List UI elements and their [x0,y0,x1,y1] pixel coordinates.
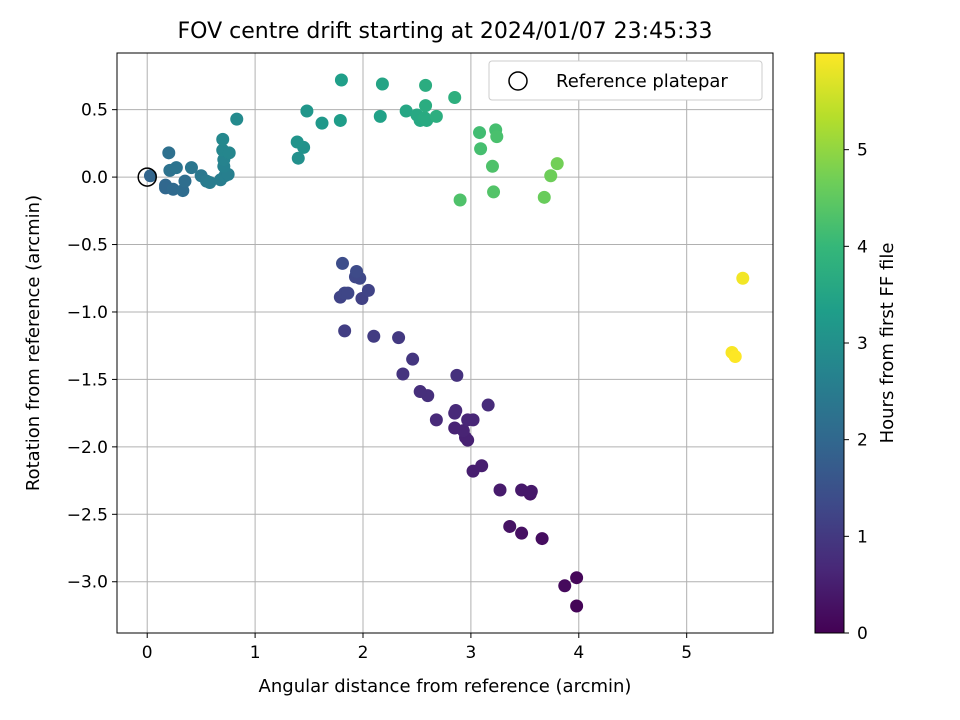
colorbar-tick-label: 2 [857,431,868,451]
y-tick-label: −2.0 [67,438,108,458]
data-point [367,329,381,343]
data-point [728,349,742,363]
y-tick-label: 0.5 [81,101,108,121]
colorbar-ticks: 0 1 2 3 4 5 [844,141,868,644]
data-point [448,421,462,435]
data-point [169,161,183,175]
data-point [315,116,329,130]
x-tick-label: 2 [358,643,369,663]
data-point [570,599,584,613]
data-point [485,159,499,173]
data-point [429,109,443,123]
data-point [336,256,349,270]
grid-lines [117,53,773,633]
data-point [503,519,517,533]
data-point [544,169,558,183]
data-point [420,113,434,127]
data-point [166,182,180,196]
data-point [473,126,487,140]
data-point [143,169,157,183]
data-point [291,151,305,165]
data-points [143,73,750,613]
data-point [550,157,564,171]
y-tick-label: 0.0 [81,168,108,188]
data-point [570,571,584,585]
data-point [490,130,504,144]
data-point [341,286,355,300]
data-point [450,368,464,382]
data-point [333,113,347,127]
data-point [216,132,230,146]
x-tick-label: 5 [681,643,692,663]
data-point [399,104,413,118]
x-axis-ticks: 0 1 2 3 4 5 [142,633,692,663]
y-tick-label: −2.5 [67,505,108,525]
reference-platepar-marker [137,167,157,187]
x-axis-label: Angular distance from reference (arcmin) [259,676,632,697]
y-tick-label: −1.5 [67,370,108,390]
data-point [419,99,433,113]
data-point [474,142,488,156]
colorbar-tick-label: 0 [857,624,868,644]
data-point [350,265,364,279]
data-point [392,331,406,345]
data-point [449,403,463,417]
data-point [493,483,507,497]
data-point [373,109,387,123]
data-point [524,484,538,498]
data-point [487,185,501,199]
colorbar-label: Hours from first FF file [877,243,898,444]
data-point [515,483,529,497]
data-point [338,324,352,338]
x-tick-label: 4 [573,643,584,663]
y-tick-label: −1.0 [67,303,108,323]
colorbar-tick-label: 1 [857,527,868,547]
data-point [361,283,375,297]
data-point [178,174,192,188]
data-point [203,175,217,189]
y-tick-label: −0.5 [67,236,108,256]
data-point [419,78,433,92]
data-point [429,413,443,427]
data-point [466,464,480,478]
data-point [413,385,427,399]
data-point [162,146,176,160]
data-point [448,91,462,105]
legend-entry-label: Reference platepar [556,71,728,92]
data-point [396,367,410,381]
data-point [334,73,348,87]
data-point [558,579,572,593]
legend: Reference platepar [488,60,763,101]
data-point [184,161,198,175]
data-point [481,398,495,412]
data-point [300,104,314,118]
plot-frame [116,52,774,634]
chart-title: FOV centre drift starting at 2024/01/07 … [178,19,713,44]
data-point [515,526,529,540]
colorbar-tick-label: 4 [857,237,868,257]
data-point [466,413,480,427]
legend-open-circle-icon [508,71,528,91]
x-tick-label: 0 [142,643,153,663]
data-point [222,146,236,160]
legend-box [488,60,763,101]
colorbar-tick-label: 3 [857,334,868,354]
colorbar [814,52,845,634]
data-point [736,271,750,285]
data-point [537,190,551,204]
y-axis-ticks: −3.0 −2.5 −2.0 −1.5 −1.0 −0.5 0.0 0.5 [67,101,117,593]
data-point [453,193,467,207]
x-tick-label: 1 [250,643,261,663]
x-tick-label: 3 [465,643,476,663]
data-point [290,135,304,149]
data-point [230,112,244,126]
y-tick-label: −3.0 [67,573,108,593]
y-axis-label: Rotation from reference (arcmin) [23,195,44,491]
data-point [406,352,420,366]
data-point [375,77,389,91]
colorbar-tick-label: 5 [857,141,868,161]
data-point [535,532,549,546]
